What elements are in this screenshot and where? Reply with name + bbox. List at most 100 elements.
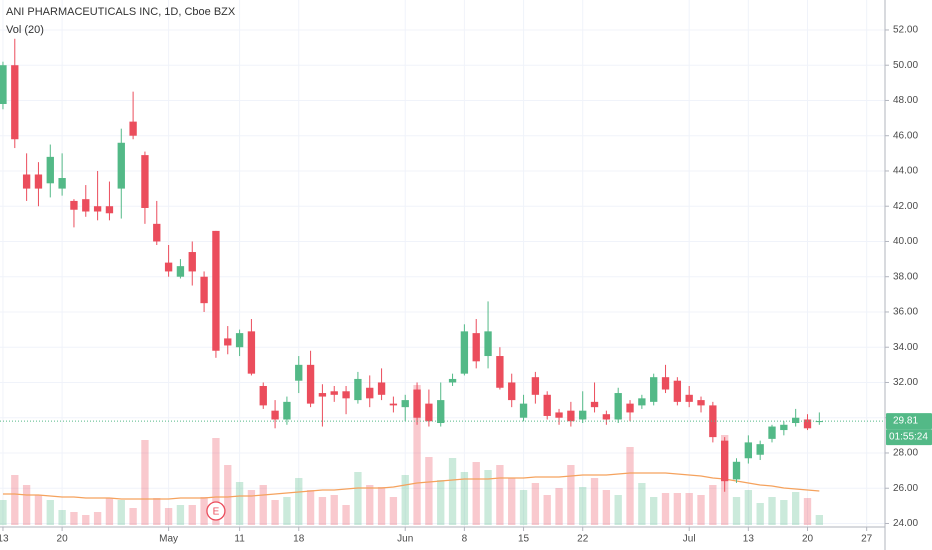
candle-body xyxy=(235,333,244,348)
candle-body xyxy=(673,380,682,402)
x-tick-label: 13 xyxy=(0,534,9,545)
volume-bar xyxy=(425,457,433,525)
candle-body xyxy=(318,393,327,397)
candle-body xyxy=(531,377,540,395)
candle-body xyxy=(732,461,741,480)
x-tick-label: May xyxy=(159,534,178,545)
volume-bar xyxy=(259,485,267,525)
x-tick-label: 22 xyxy=(577,534,589,545)
volume-bar xyxy=(709,485,717,525)
volume-bar xyxy=(212,438,220,525)
volume-bar xyxy=(484,470,492,525)
earnings-marker xyxy=(206,501,226,521)
volume-bar xyxy=(46,500,54,525)
candle-body xyxy=(153,223,161,242)
volume-bar xyxy=(673,493,682,525)
volume-bar xyxy=(247,490,256,525)
volume-ma-line xyxy=(2,472,820,500)
candle-body xyxy=(460,331,469,374)
countdown-box xyxy=(886,429,932,446)
candle-body xyxy=(46,156,54,184)
volume-bar xyxy=(531,483,540,525)
candle-body xyxy=(93,206,102,212)
x-tick-label: 20 xyxy=(802,534,814,545)
candle-body xyxy=(602,414,611,420)
volume-bar xyxy=(590,478,599,525)
candle-body xyxy=(484,331,492,357)
candle-body xyxy=(638,398,646,406)
volume-bar xyxy=(93,512,102,525)
candle-body xyxy=(709,405,717,438)
volume-bar xyxy=(661,493,670,525)
candle-body xyxy=(200,276,208,304)
x-tick-label: 15 xyxy=(518,534,530,545)
volume-bar xyxy=(295,478,303,525)
volume-bar xyxy=(508,478,516,525)
candle-body xyxy=(792,417,800,424)
volume-bar xyxy=(472,462,480,525)
candle-body xyxy=(413,389,421,418)
candle-body xyxy=(212,230,220,351)
volume-bar xyxy=(437,480,445,525)
volume-bar xyxy=(271,500,279,525)
x-tick-label: 27 xyxy=(861,534,873,545)
candle-body xyxy=(543,394,551,416)
earnings-label: E xyxy=(213,507,220,518)
y-tick-label: 36.00 xyxy=(893,307,918,318)
candle-body xyxy=(306,364,315,404)
x-tick-label: 18 xyxy=(293,534,305,545)
candle-body xyxy=(283,401,291,420)
candle-body xyxy=(650,377,658,402)
x-tick-label: Jun xyxy=(397,534,413,545)
y-tick-label: 24.00 xyxy=(893,518,918,529)
y-tick-label: 40.00 xyxy=(893,236,918,247)
volume-title: Vol (20) xyxy=(6,24,44,36)
candle-body xyxy=(590,401,599,408)
x-tick-label: Jul xyxy=(683,534,696,545)
candle-body xyxy=(508,382,516,401)
candle-body xyxy=(259,385,267,406)
candle-body xyxy=(803,419,812,429)
volume-bar xyxy=(342,505,350,525)
volume-bar xyxy=(176,505,185,525)
volume-bar xyxy=(377,487,386,525)
volume-bar xyxy=(496,465,504,525)
candle-body xyxy=(425,403,433,422)
last-price-label: 29.81 xyxy=(893,416,918,427)
volume-bar xyxy=(614,495,622,525)
x-tick-label: 13 xyxy=(743,534,755,545)
volume-bar xyxy=(555,488,563,525)
volume-bar xyxy=(685,493,693,525)
volume-bar xyxy=(567,465,575,525)
volume-bar xyxy=(780,500,788,525)
volume-bar xyxy=(306,490,315,525)
candle-body xyxy=(11,65,19,140)
volume-bar xyxy=(543,495,551,525)
y-tick-label: 26.00 xyxy=(893,483,918,494)
candle-body xyxy=(768,426,776,439)
volume-bar xyxy=(58,510,66,525)
candle-body xyxy=(342,391,350,399)
candle-layer xyxy=(0,38,824,492)
x-tick-label: 11 xyxy=(234,534,245,545)
candle-body xyxy=(496,356,504,388)
volume-bar xyxy=(602,490,611,525)
candle-body xyxy=(224,338,232,346)
volume-bar xyxy=(164,508,173,525)
candle-body xyxy=(141,155,149,208)
volume-bar xyxy=(11,475,19,525)
volume-bar xyxy=(413,385,421,525)
candle-body xyxy=(247,331,256,374)
volume-bar xyxy=(460,472,469,525)
y-tick-label: 46.00 xyxy=(893,130,918,141)
y-tick-label: 48.00 xyxy=(893,95,918,106)
volume-bar xyxy=(401,475,409,525)
candle-body xyxy=(22,174,31,189)
y-tick-label: 44.00 xyxy=(893,166,918,177)
candle-body xyxy=(129,121,137,136)
candle-body xyxy=(448,378,457,383)
candle-body xyxy=(401,400,409,408)
candle-body xyxy=(567,410,575,422)
y-tick-label: 42.00 xyxy=(893,201,918,212)
candle-body xyxy=(756,444,764,455)
